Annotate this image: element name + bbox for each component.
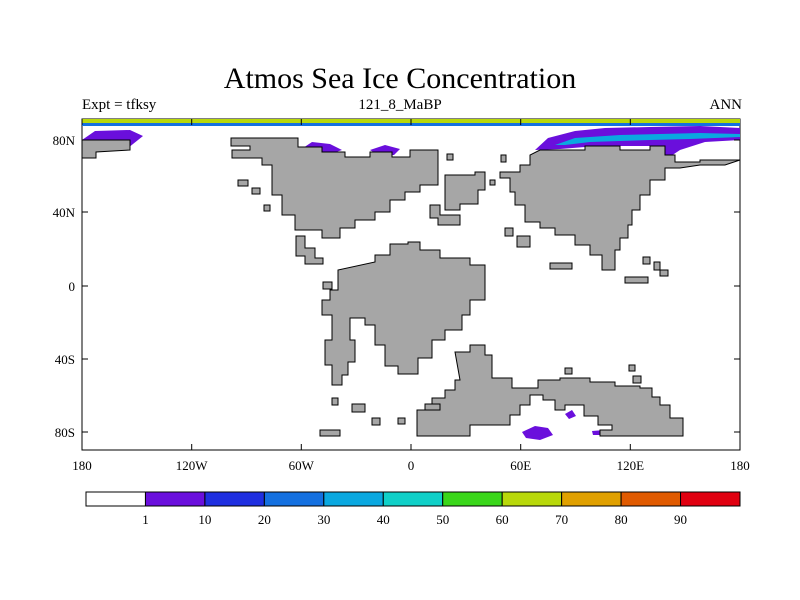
colorbar-swatch: [442, 491, 503, 507]
land-antarctica: [416, 344, 684, 437]
land-europe-north: [429, 204, 461, 226]
land-east-asia-islands: [504, 227, 669, 284]
colorbar-label: 80: [615, 512, 628, 527]
colorbar-swatch: [144, 491, 206, 507]
y-tick-label: 0: [69, 279, 76, 294]
colorbar-label: 90: [674, 512, 687, 527]
colorbar-swatch: [263, 491, 325, 507]
x-tick-label: 0: [408, 458, 415, 473]
colorbar-swatch: [620, 491, 682, 507]
colorbar-label: 50: [436, 512, 449, 527]
colorbar-swatch: [323, 491, 384, 507]
land-africa: [321, 241, 486, 386]
season-label: ANN: [709, 97, 743, 113]
colorbar-label: 70: [555, 512, 568, 527]
map-title: Atmos Sea Ice Concentration: [223, 62, 577, 95]
land-eurasia: [499, 140, 741, 271]
colorbar-swatch: [204, 491, 265, 507]
colorbar-swatch: [501, 491, 563, 507]
ice-patch-south-2: [565, 410, 576, 419]
land-north-america: [230, 137, 439, 239]
time-label: 121_8_MaBP: [358, 97, 442, 113]
experiment-label: Expt = tfksy: [82, 97, 157, 113]
y-tick-label: 40N: [53, 205, 76, 220]
y-tick-label: 80S: [55, 425, 75, 440]
colorbar-swatch: [85, 491, 146, 507]
land-small-islands-north: [446, 153, 507, 186]
colorbar: 1 10 20 30 40 50 60 70 80 90: [85, 491, 741, 527]
colorbar-swatch: [561, 491, 622, 507]
ice-patch-northeast-inner: [555, 133, 740, 145]
ice-patch-south-1: [522, 426, 553, 440]
colorbar-label: 30: [317, 512, 330, 527]
colorbar-swatch: [382, 491, 444, 507]
x-tick-label: 180: [72, 458, 92, 473]
land-southern-islands: [319, 397, 441, 437]
colorbar-label: 10: [198, 512, 211, 527]
x-tick-label: 60W: [289, 458, 315, 473]
land-northwest: [81, 139, 131, 159]
x-tick-label: 60E: [510, 458, 531, 473]
x-tick-label: 120E: [617, 458, 645, 473]
x-tick-label: 180: [730, 458, 750, 473]
land-northwest-islands: [237, 179, 271, 212]
axis-ticks: [81, 119, 741, 450]
colorbar-label: 1: [142, 512, 149, 527]
land-greenland-north: [444, 171, 486, 211]
land-small-islands-mid: [295, 235, 642, 384]
y-tick-label: 80N: [53, 133, 76, 148]
colorbar-label: 20: [258, 512, 271, 527]
colorbar-swatch: [680, 491, 741, 507]
colorbar-label: 60: [496, 512, 509, 527]
x-tick-label: 120W: [176, 458, 209, 473]
colorbar-label: 40: [377, 512, 390, 527]
y-tick-label: 40S: [55, 352, 75, 367]
